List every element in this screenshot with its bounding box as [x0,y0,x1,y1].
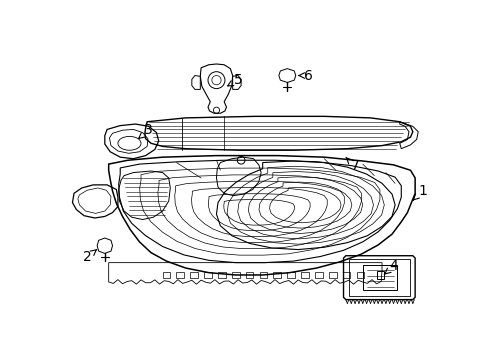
Bar [287,272,295,278]
Bar [245,272,253,278]
Bar [357,272,365,278]
Bar [260,272,268,278]
Bar [176,272,184,278]
Bar [204,272,212,278]
Bar [301,272,309,278]
Bar [163,272,171,278]
Bar [343,272,350,278]
Bar [190,272,198,278]
Text: 7: 7 [346,157,360,174]
Bar [232,272,240,278]
Bar [329,272,337,278]
Text: 5: 5 [228,73,243,87]
Bar [377,271,384,279]
Text: 2: 2 [83,249,97,264]
Text: 4: 4 [384,260,398,275]
Text: 1: 1 [413,184,427,200]
Text: 6: 6 [298,68,313,82]
Bar [218,272,226,278]
Bar [273,272,281,278]
Text: 3: 3 [139,123,153,139]
Bar [315,272,323,278]
